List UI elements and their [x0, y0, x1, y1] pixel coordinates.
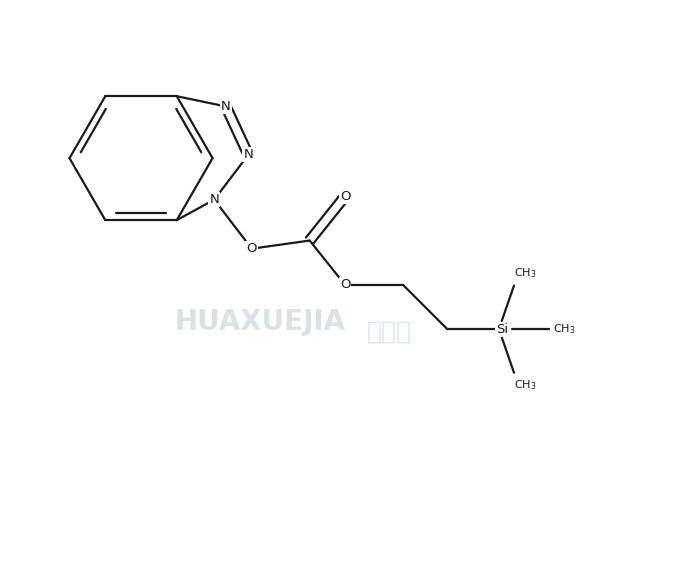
Text: O: O	[340, 190, 350, 203]
Text: CH$_3$: CH$_3$	[514, 378, 536, 392]
Text: 化学加: 化学加	[367, 320, 412, 344]
Text: N: N	[221, 100, 231, 113]
Text: HUAXUEJIA: HUAXUEJIA	[174, 308, 346, 336]
Text: O: O	[246, 242, 257, 255]
Text: N: N	[244, 148, 253, 161]
Text: N: N	[209, 193, 219, 206]
Text: CH$_3$: CH$_3$	[553, 322, 575, 336]
Text: CH$_3$: CH$_3$	[514, 267, 536, 280]
Text: Si: Si	[496, 322, 508, 336]
Text: O: O	[340, 278, 350, 292]
